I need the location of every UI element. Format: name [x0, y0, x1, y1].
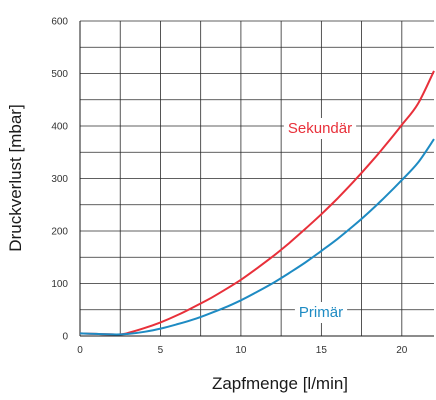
x-axis-title: Zapfmenge [l/min] [212, 374, 348, 393]
x-tick-label: 20 [396, 345, 408, 356]
x-tick-label: 0 [77, 345, 83, 356]
grid [80, 20, 434, 336]
series-labels: Sekundär Primär [283, 118, 357, 323]
series-label-sekundaer: Sekundär [288, 120, 352, 137]
series-line-primaer [79, 138, 435, 336]
tick-labels: 0 100 200 300 400 500 600 0 5 10 15 20 [51, 17, 408, 357]
y-axis-title: Druckverlust [mbar] [6, 104, 25, 251]
y-tick-label: 300 [51, 174, 68, 185]
x-tick-label: 15 [316, 345, 328, 356]
x-tick-label: 5 [158, 345, 164, 356]
y-tick-label: 400 [51, 122, 68, 133]
y-tick-label: 200 [51, 227, 68, 238]
series-label-primaer: Primär [299, 304, 343, 321]
x-tick-label: 10 [235, 345, 247, 356]
series-label-background [294, 302, 348, 323]
y-tick-label: 0 [62, 332, 68, 343]
y-tick-label: 500 [51, 69, 68, 80]
series-lines [79, 70, 435, 336]
axes [79, 21, 434, 337]
y-tick-label: 100 [51, 279, 68, 290]
y-tick-label: 600 [51, 17, 68, 28]
series-label-background [283, 118, 357, 139]
